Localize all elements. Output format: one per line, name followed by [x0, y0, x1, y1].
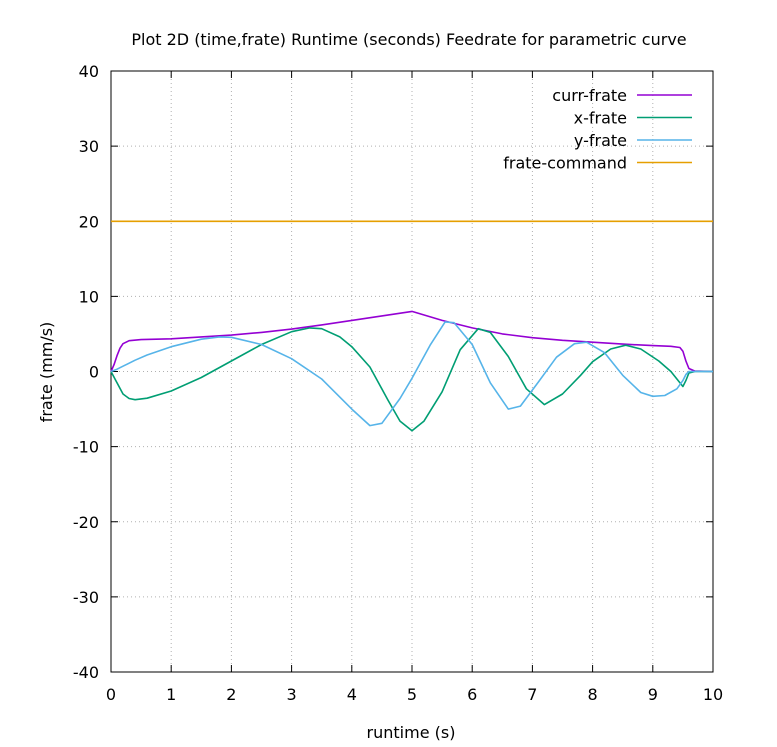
legend-label: frate-command: [503, 154, 627, 173]
y-tick-label: -40: [73, 663, 99, 682]
x-tick-label: 4: [347, 685, 357, 704]
legend-label: y-frate: [574, 131, 627, 150]
series-line-y-frate: [110, 321, 713, 427]
legend-label: x-frate: [574, 109, 627, 128]
y-tick-label: 20: [79, 212, 99, 231]
legend: curr-frate x-frate y-frate frate-command: [503, 86, 692, 173]
x-tick-label: 8: [588, 685, 598, 704]
series-lines: [110, 220, 714, 432]
x-tick-label: 7: [527, 685, 537, 704]
x-axis-label: runtime (s): [367, 723, 456, 742]
x-tick-label: 1: [166, 685, 176, 704]
x-tick-label: 3: [287, 685, 297, 704]
y-tick-label: 10: [79, 287, 99, 306]
y-tick-label: 30: [79, 137, 99, 156]
x-tick-label: 6: [467, 685, 477, 704]
legend-label: curr-frate: [552, 86, 627, 105]
x-tick-label: 0: [106, 685, 116, 704]
y-tick-label: -30: [73, 588, 99, 607]
series-line-x-frate: [110, 327, 713, 432]
x-tick-label: 2: [226, 685, 236, 704]
x-tick-label: 10: [703, 685, 723, 704]
y-tick-label: 40: [79, 62, 99, 81]
series-line-curr-frate: [110, 310, 714, 373]
axis-ticks: 0 1 2 3 4 5 6 7 8 9 10 -40 -30 -20 -10 0 10 20 30 40: [73, 62, 723, 704]
x-tick-label: 5: [407, 685, 417, 704]
y-tick-label: -10: [73, 438, 99, 457]
chart-title: Plot 2D (time,frate) Runtime (seconds) F…: [131, 30, 686, 49]
x-tick-label: 9: [648, 685, 658, 704]
y-tick-label: -20: [73, 513, 99, 532]
y-axis-label: frate (mm/s): [37, 322, 56, 423]
y-tick-label: 0: [89, 363, 99, 382]
